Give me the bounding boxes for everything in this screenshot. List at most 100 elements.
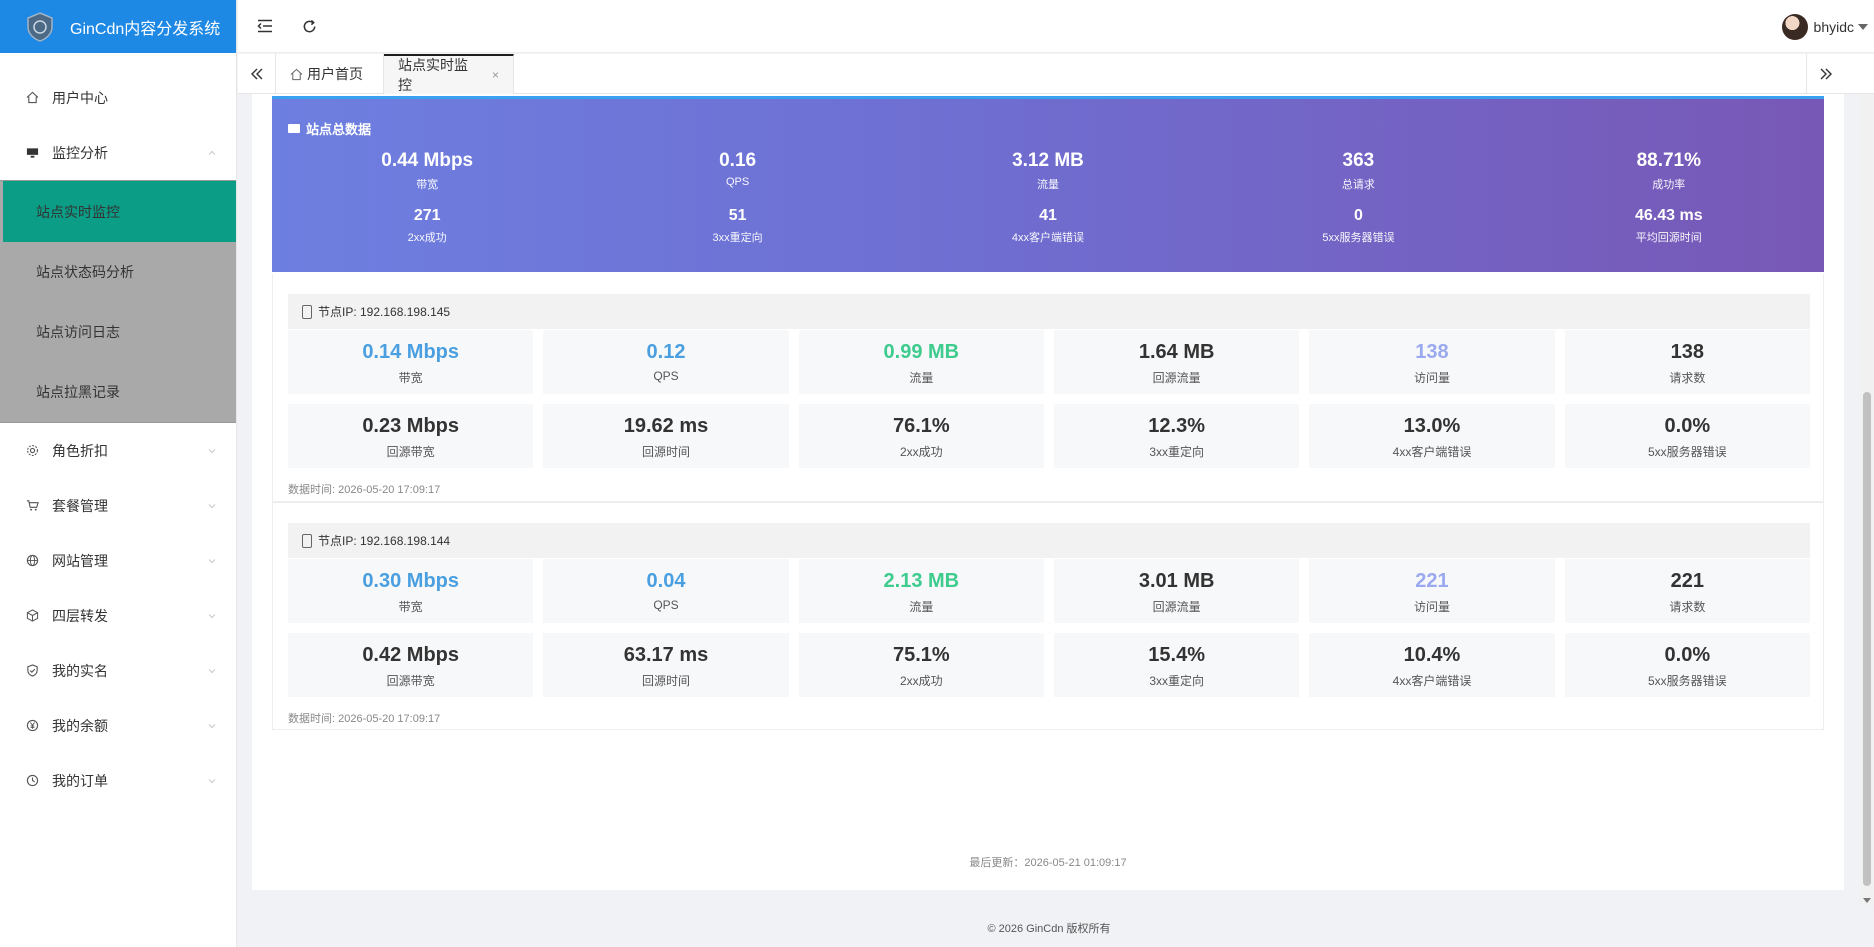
sidebar-item-monitor[interactable]: 监控分析 — [0, 125, 236, 180]
sidebar-item-site-status-code[interactable]: 站点状态码分析 — [0, 242, 236, 302]
stat-value: 271 — [413, 207, 441, 224]
sidebar-item-label: 我的实名 — [52, 662, 108, 679]
stat-value: 15.4% — [1148, 644, 1206, 666]
sidebar-item-label: 站点拉黑记录 — [36, 384, 120, 400]
main-content: 站点总数据 0.44 Mbps 带宽 0.16 QPS 3.12 MB 流量 363 总… — [252, 94, 1844, 890]
yen-icon — [24, 718, 40, 734]
stat-value: 41 — [1039, 207, 1057, 224]
sidebar-item-website[interactable]: 网站管理 — [0, 533, 236, 588]
sidebar-item-site-realtime[interactable]: 站点实时监控 — [3, 181, 236, 242]
stat-value: 0.23 Mbps — [362, 415, 460, 437]
node-stat: 0.0% 5xx服务器错误 — [1564, 633, 1810, 697]
stat-label: 流量 — [1036, 179, 1059, 191]
tabs-scroll-right-icon[interactable] — [1806, 54, 1844, 94]
stat-label: 总请求 — [1341, 179, 1375, 191]
sidebar-item-layer4[interactable]: 四层转发 — [0, 588, 236, 643]
node-stat: 0.99 MB 流量 — [798, 330, 1044, 394]
node-stat: 0.42 Mbps 回源带宽 — [288, 633, 534, 697]
sidebar-item-real-name[interactable]: 我的实名 — [0, 643, 236, 698]
summary-stat: 0.44 Mbps 带宽 — [272, 149, 582, 192]
stat-label: 带宽 — [398, 371, 423, 385]
scrollbar-thumb[interactable] — [1863, 392, 1871, 886]
node-stat: 0.23 Mbps 回源带宽 — [288, 404, 534, 468]
stat-label: 流量 — [909, 371, 934, 385]
stat-value: 0.16 — [719, 150, 757, 171]
stat-value: 10.4% — [1403, 644, 1461, 666]
sidebar-item-package[interactable]: 套餐管理 — [0, 478, 236, 533]
stat-value: 46.43 ms — [1634, 207, 1703, 224]
stat-label: 3xx重定向 — [1149, 445, 1204, 459]
node-stat: 0.14 Mbps 带宽 — [288, 330, 534, 394]
stat-value: 0.44 Mbps — [381, 150, 474, 171]
collapse-menu-icon[interactable] — [254, 15, 276, 37]
sidebar-item-label: 我的订单 — [52, 772, 108, 789]
stat-label: 4xx客户端错误 — [1011, 232, 1085, 244]
sidebar-item-site-blacklist[interactable]: 站点拉黑记录 — [0, 362, 236, 422]
summary-grid: 0.44 Mbps 带宽 0.16 QPS 3.12 MB 流量 363 总请求 88.… — [272, 149, 1824, 245]
tab-label: 用户首页 — [307, 66, 363, 82]
stat-value: 1.64 MB — [1138, 341, 1215, 363]
sidebar-item-balance[interactable]: 我的余额 — [0, 698, 236, 753]
page-tabs: 用户首页 站点实时监控 × — [238, 54, 1874, 94]
tabs-scroll-left-icon[interactable] — [238, 54, 276, 94]
user-menu[interactable]: bhyidc — [1781, 14, 1868, 40]
caret-down-icon — [1858, 24, 1868, 30]
node-card: 节点IP: 192.168.198.145 0.14 Mbps 带宽 0.12 QPS… — [272, 274, 1824, 502]
monitor-submenu: 站点实时监控 站点状态码分析 站点访问日志 站点拉黑记录 — [0, 180, 236, 423]
stat-value: 221 — [1670, 570, 1704, 592]
stat-label: 3xx重定向 — [712, 232, 763, 244]
home-icon — [290, 68, 303, 80]
sidebar-item-role-discount[interactable]: 角色折扣 — [0, 423, 236, 478]
avatar — [1781, 14, 1808, 40]
stat-value: 0.99 MB — [883, 341, 960, 363]
tablet-icon — [302, 304, 312, 319]
node-stat: 1.64 MB 回源流量 — [1053, 330, 1300, 394]
sidebar-item-label: 网站管理 — [52, 552, 108, 569]
tab-user-home[interactable]: 用户首页 — [276, 54, 384, 94]
node-stat: 76.1% 2xx成功 — [798, 404, 1044, 468]
sidebar-item-label: 四层转发 — [52, 607, 108, 624]
stat-value: 0.0% — [1664, 415, 1711, 437]
stat-label: 访问量 — [1413, 600, 1450, 614]
stat-label: 2xx成功 — [899, 445, 943, 459]
node-card: 节点IP: 192.168.198.144 0.30 Mbps 带宽 0.04 QPS… — [272, 502, 1824, 730]
node-data-time: 数据时间: 2026-05-20 17:09:17 — [288, 713, 441, 725]
summary-stat: 51 3xx重定向 — [582, 206, 892, 245]
stat-value: 0 — [1353, 207, 1363, 224]
stat-label: 2xx成功 — [407, 232, 447, 244]
tab-site-realtime[interactable]: 站点实时监控 × — [384, 54, 514, 94]
node-stat: 138 访问量 — [1309, 330, 1555, 394]
node-ip: 节点IP: 192.168.198.145 — [318, 305, 451, 319]
node-stat: 3.01 MB 回源流量 — [1053, 559, 1300, 623]
node-stat: 0.30 Mbps 带宽 — [288, 559, 534, 623]
username: bhyidc — [1813, 19, 1854, 35]
scroll-down-arrow-icon[interactable] — [1863, 898, 1871, 903]
node-data-time: 数据时间: 2026-05-20 17:09:17 — [288, 484, 441, 496]
stat-value: 76.1% — [892, 415, 950, 437]
stat-value: 363 — [1342, 150, 1375, 171]
stat-value: 0.30 Mbps — [362, 570, 460, 592]
sidebar-menu: 用户中心 监控分析 — [0, 53, 236, 180]
sidebar-item-orders[interactable]: 我的订单 — [0, 753, 236, 808]
close-icon[interactable]: × — [491, 68, 499, 82]
stat-value: 0.14 Mbps — [362, 341, 460, 363]
brand-bar: GinCdn内容分发系统 — [0, 0, 236, 53]
node-stat: 0.0% 5xx服务器错误 — [1564, 404, 1810, 468]
stat-value: 2.13 MB — [883, 570, 960, 592]
summary-panel: 站点总数据 0.44 Mbps 带宽 0.16 QPS 3.12 MB 流量 363 总… — [272, 96, 1824, 272]
stat-value: 75.1% — [892, 644, 950, 666]
sidebar-item-user-center[interactable]: 用户中心 — [0, 70, 236, 125]
vertical-scrollbar[interactable] — [1860, 94, 1874, 906]
chevron-down-icon — [208, 778, 216, 783]
refresh-icon[interactable] — [298, 15, 320, 37]
globe-icon — [24, 553, 40, 569]
stat-label: 回源带宽 — [386, 445, 435, 459]
stat-value: 0.04 — [646, 570, 686, 592]
cart-icon — [24, 498, 40, 514]
gear-icon — [24, 443, 40, 459]
footer-copyright: © 2026 GinCdn 版权所有 — [987, 923, 1111, 935]
summary-stat: 0.16 QPS — [582, 149, 892, 192]
summary-stat: 0 5xx服务器错误 — [1203, 206, 1513, 245]
sidebar-item-site-access-log[interactable]: 站点访问日志 — [0, 302, 236, 362]
sidebar-item-label: 套餐管理 — [52, 497, 108, 514]
